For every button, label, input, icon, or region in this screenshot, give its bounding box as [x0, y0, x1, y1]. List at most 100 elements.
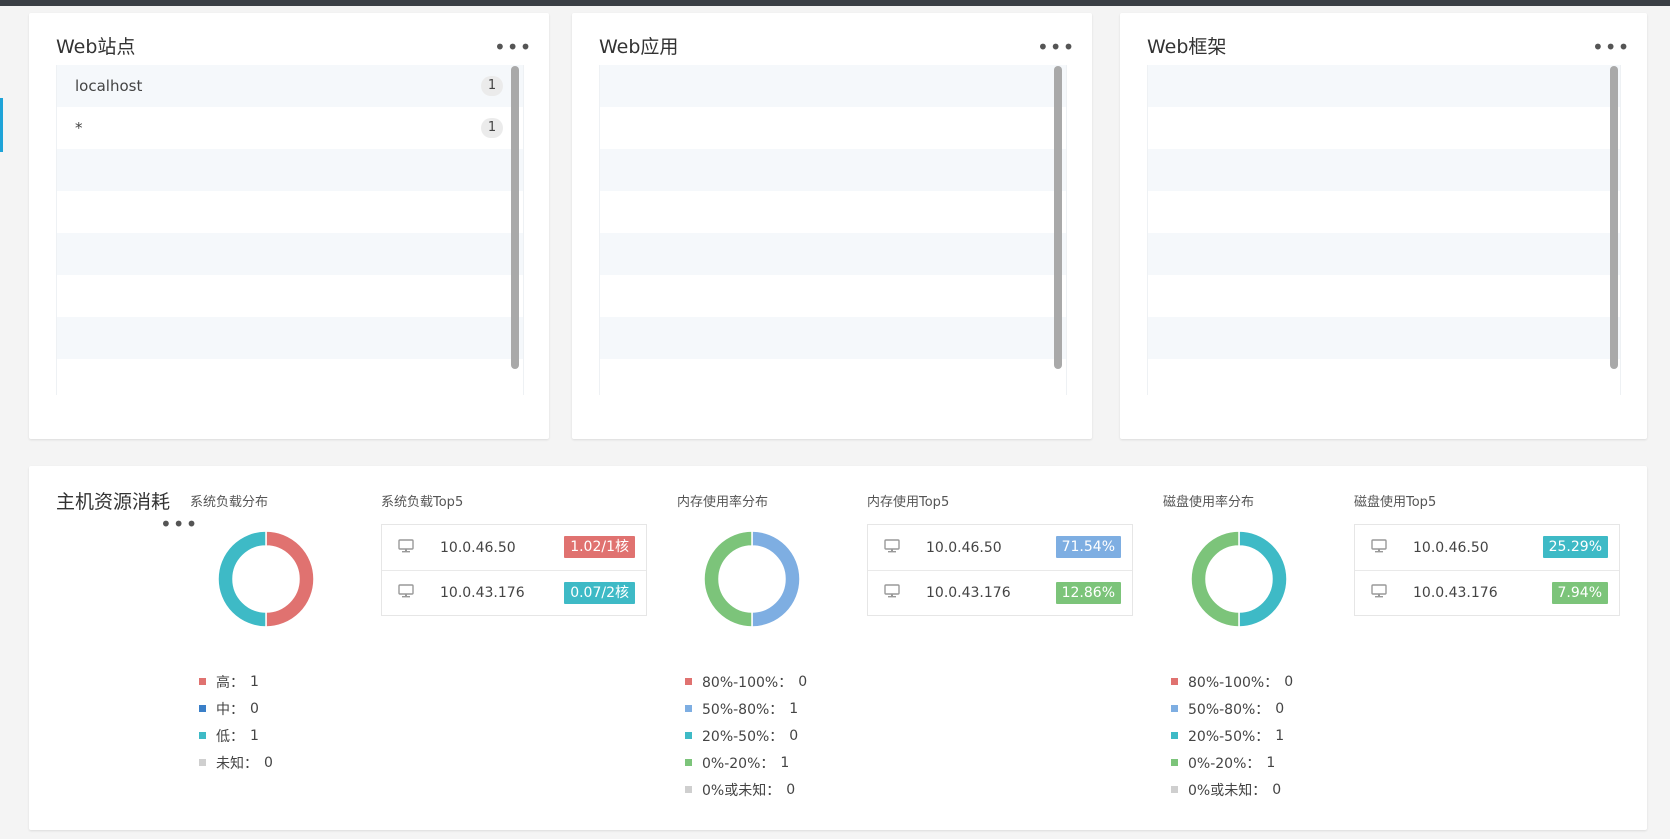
host-resource-more-button[interactable]: •••: [160, 512, 199, 536]
table-row[interactable]: 10.0.43.176 12.86%: [868, 570, 1132, 615]
legend-swatch: [685, 705, 692, 712]
value-badge: 25.29%: [1542, 536, 1608, 558]
legend-value: 0: [1272, 781, 1282, 798]
value-badge: 7.94%: [1551, 582, 1608, 604]
donut-slice[interactable]: [751, 530, 801, 628]
legend-swatch: [1171, 705, 1178, 712]
donut-slice[interactable]: [1238, 530, 1288, 628]
legend-item[interactable]: 50%-80%： 0: [1171, 695, 1293, 722]
load-dist-legend: 高： 1 中： 0 低： 1 未知： 0: [199, 668, 273, 776]
table-row[interactable]: 10.0.46.50 25.29%: [1355, 525, 1619, 570]
legend-swatch: [199, 732, 206, 739]
legend-value: 1: [1275, 727, 1285, 744]
web-frameworks-scrollbar[interactable]: [1610, 66, 1618, 369]
load-top5-title: 系统负载Top5: [381, 495, 464, 510]
mem-top5-title: 内存使用Top5: [867, 495, 950, 510]
list-item[interactable]: * 1: [57, 107, 523, 149]
mem-dist-donut: [703, 530, 801, 628]
legend-value: 0: [789, 727, 799, 744]
web-apps-card: Web应用 •••: [572, 13, 1092, 439]
web-frameworks-more-button[interactable]: •••: [1592, 35, 1631, 59]
legend-item[interactable]: 80%-100%： 0: [685, 668, 807, 695]
legend-swatch: [1171, 678, 1178, 685]
monitor-icon: [1371, 538, 1399, 557]
list-row-empty: [1148, 317, 1620, 359]
legend-swatch: [685, 732, 692, 739]
legend-value: 0: [1275, 700, 1285, 717]
donut-slice[interactable]: [265, 530, 315, 628]
host-ip[interactable]: 10.0.46.50: [1413, 539, 1489, 556]
mem-dist-legend: 80%-100%： 0 50%-80%： 1 20%-50%： 0 0%-20%： 1 0%或未…: [685, 668, 807, 803]
legend-swatch: [1171, 732, 1178, 739]
list-row-empty: [57, 191, 523, 233]
monitor-icon: [884, 538, 912, 557]
load-dist-donut: [217, 530, 315, 628]
list-row-empty: [1148, 275, 1620, 317]
legend-item[interactable]: 80%-100%： 0: [1171, 668, 1293, 695]
legend-item[interactable]: 0%-20%： 1: [1171, 749, 1293, 776]
legend-swatch: [199, 678, 206, 685]
count-badge: 1: [481, 76, 503, 96]
legend-label: 0%-20%：: [1188, 755, 1261, 772]
table-row[interactable]: 10.0.43.176 7.94%: [1355, 570, 1619, 615]
legend-label: 未知：: [216, 755, 258, 772]
legend-value: 1: [780, 754, 790, 771]
host-ip[interactable]: 10.0.43.176: [440, 585, 525, 601]
value-badge: 0.07/2核: [564, 582, 635, 604]
legend-swatch: [199, 759, 206, 766]
legend-item[interactable]: 0%-20%： 1: [685, 749, 807, 776]
disk-dist-legend: 80%-100%： 0 50%-80%： 0 20%-50%： 1 0%-20%： 1 0%或未…: [1171, 668, 1293, 803]
list-row-empty: [1148, 359, 1620, 395]
donut-slice[interactable]: [1190, 530, 1240, 628]
legend-label: 0%-20%：: [702, 755, 775, 772]
disk-dist-donut: [1190, 530, 1288, 628]
list-row-empty: [1148, 65, 1620, 107]
legend-item[interactable]: 50%-80%： 1: [685, 695, 807, 722]
legend-label: 中：: [216, 701, 244, 718]
list-row-empty: [57, 275, 523, 317]
legend-item[interactable]: 0%或未知： 0: [685, 776, 807, 803]
legend-value: 0: [786, 781, 796, 798]
table-row[interactable]: 10.0.46.50 71.54%: [868, 525, 1132, 570]
legend-label: 0%或未知：: [702, 782, 781, 799]
web-sites-scrollbar[interactable]: [511, 66, 519, 369]
list-row-empty: [600, 275, 1066, 317]
list-row-empty: [57, 233, 523, 275]
monitor-icon: [398, 538, 426, 557]
legend-item[interactable]: 0%或未知： 0: [1171, 776, 1293, 803]
legend-item[interactable]: 高： 1: [199, 668, 273, 695]
web-apps-scrollbar[interactable]: [1054, 66, 1062, 369]
legend-swatch: [685, 678, 692, 685]
table-row[interactable]: 10.0.43.176 0.07/2核: [382, 570, 646, 615]
list-row-empty: [57, 359, 523, 395]
web-apps-title: Web应用: [599, 36, 679, 58]
legend-value: 0: [250, 700, 259, 717]
legend-item[interactable]: 中： 0: [199, 695, 273, 722]
host-ip[interactable]: 10.0.46.50: [440, 539, 516, 556]
host-ip[interactable]: 10.0.43.176: [926, 585, 1011, 601]
donut-slice[interactable]: [217, 530, 267, 628]
host-ip[interactable]: 10.0.43.176: [1413, 585, 1498, 601]
monitor-icon: [884, 584, 912, 602]
list-row-empty: [600, 107, 1066, 149]
legend-swatch: [685, 759, 692, 766]
donut-slice[interactable]: [703, 530, 753, 628]
list-row-empty: [1148, 191, 1620, 233]
list-row-empty: [600, 317, 1066, 359]
legend-item[interactable]: 未知： 0: [199, 749, 273, 776]
monitor-icon: [398, 584, 426, 602]
legend-swatch: [1171, 759, 1178, 766]
legend-label: 低：: [216, 728, 244, 745]
legend-swatch: [685, 786, 692, 793]
web-apps-more-button[interactable]: •••: [1037, 35, 1076, 59]
list-item[interactable]: localhost 1: [57, 65, 523, 107]
value-badge: 12.86%: [1055, 582, 1121, 604]
web-sites-more-button[interactable]: •••: [494, 35, 533, 59]
table-row[interactable]: 10.0.46.50 1.02/1核: [382, 525, 646, 570]
legend-item[interactable]: 20%-50%： 0: [685, 722, 807, 749]
top-bar: [0, 0, 1670, 6]
host-ip[interactable]: 10.0.46.50: [926, 539, 1002, 556]
legend-item[interactable]: 低： 1: [199, 722, 273, 749]
mem-top5-table: 10.0.46.50 71.54% 10.0.43.176 12.86%: [867, 524, 1133, 616]
legend-item[interactable]: 20%-50%： 1: [1171, 722, 1293, 749]
